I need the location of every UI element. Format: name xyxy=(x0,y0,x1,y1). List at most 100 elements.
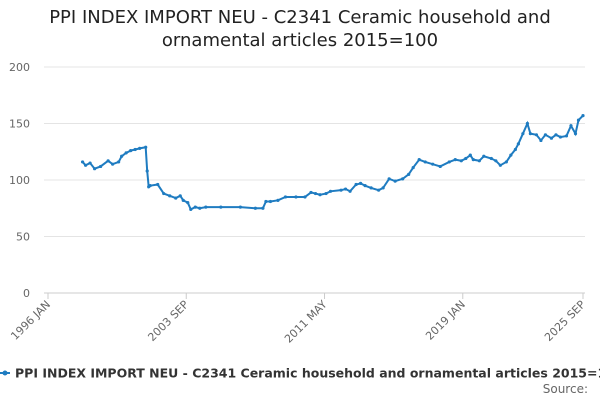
point xyxy=(377,188,381,192)
point xyxy=(189,207,193,211)
point xyxy=(318,193,322,197)
point xyxy=(303,195,307,199)
point xyxy=(178,194,182,198)
x-tick-label: 1996 JAN xyxy=(8,298,53,343)
point xyxy=(528,132,533,136)
y-tick-label: 50 xyxy=(16,231,30,244)
point xyxy=(106,159,110,163)
point xyxy=(238,205,242,209)
point xyxy=(521,132,525,136)
point xyxy=(168,194,172,198)
point xyxy=(174,196,178,200)
point xyxy=(477,159,481,163)
point xyxy=(80,160,85,164)
point xyxy=(498,163,502,167)
point xyxy=(261,206,265,210)
point xyxy=(339,188,343,192)
point xyxy=(401,177,405,181)
point xyxy=(471,158,475,162)
x-tick-label: 2025 SEP xyxy=(542,298,588,344)
point xyxy=(83,163,88,167)
point xyxy=(387,177,391,181)
point xyxy=(181,198,185,202)
point xyxy=(162,191,166,196)
point xyxy=(447,160,451,164)
point xyxy=(417,158,421,162)
legend-label: PPI INDEX IMPORT NEU - C2341 Ceramic hou… xyxy=(15,366,600,381)
point xyxy=(253,206,257,210)
point xyxy=(411,165,415,170)
point xyxy=(573,132,578,136)
point xyxy=(343,187,348,191)
point xyxy=(283,195,288,199)
point xyxy=(92,167,97,171)
point xyxy=(581,113,585,118)
point xyxy=(576,118,581,122)
point xyxy=(145,169,149,173)
y-tick-label: 0 xyxy=(23,287,30,300)
chart-title: PPI INDEX IMPORT NEU - C2341 Ceramic hou… xyxy=(49,7,551,51)
x-tick-label: 2011 MAY xyxy=(282,298,330,346)
point xyxy=(554,133,558,137)
point xyxy=(193,205,197,209)
x-tick-label: 2019 JAN xyxy=(423,298,468,343)
point xyxy=(464,156,468,161)
x-tick-label: 2003 SEP xyxy=(145,298,191,344)
point xyxy=(198,206,202,210)
point xyxy=(348,189,352,193)
point xyxy=(276,198,280,202)
point xyxy=(358,181,363,185)
point xyxy=(363,184,367,188)
point xyxy=(129,149,133,153)
point xyxy=(558,135,563,139)
point xyxy=(144,145,148,149)
point xyxy=(431,162,435,166)
point xyxy=(393,179,397,183)
point xyxy=(120,154,124,158)
point xyxy=(369,186,373,190)
point xyxy=(504,160,508,164)
point xyxy=(148,184,152,188)
point xyxy=(539,138,543,143)
point xyxy=(88,161,92,165)
point xyxy=(564,134,569,138)
point xyxy=(264,199,268,204)
point xyxy=(328,189,333,193)
point xyxy=(494,159,498,163)
point xyxy=(294,195,298,199)
point xyxy=(133,147,137,152)
source: Source: xyxy=(543,382,588,396)
point xyxy=(482,154,486,158)
point xyxy=(98,164,103,169)
y-tick-label: 100 xyxy=(9,174,30,187)
point xyxy=(489,156,493,161)
point xyxy=(324,191,328,196)
point xyxy=(268,199,273,204)
point xyxy=(534,133,539,137)
point xyxy=(468,153,472,157)
point xyxy=(309,190,313,195)
series-line xyxy=(81,114,584,211)
point xyxy=(569,124,573,128)
point xyxy=(513,147,517,152)
point xyxy=(525,121,529,126)
point xyxy=(459,159,463,163)
point xyxy=(381,186,385,190)
point xyxy=(549,136,554,140)
point xyxy=(124,151,128,155)
point xyxy=(138,146,142,150)
point xyxy=(204,205,208,209)
point xyxy=(423,160,427,164)
point xyxy=(516,142,520,146)
point xyxy=(509,153,513,157)
point xyxy=(111,162,115,166)
point xyxy=(186,201,190,205)
point xyxy=(219,205,223,209)
legend-marker xyxy=(2,370,8,376)
y-tick-label: 150 xyxy=(9,118,30,131)
y-tick-label: 200 xyxy=(9,61,30,74)
point xyxy=(117,160,121,164)
point xyxy=(543,133,548,137)
